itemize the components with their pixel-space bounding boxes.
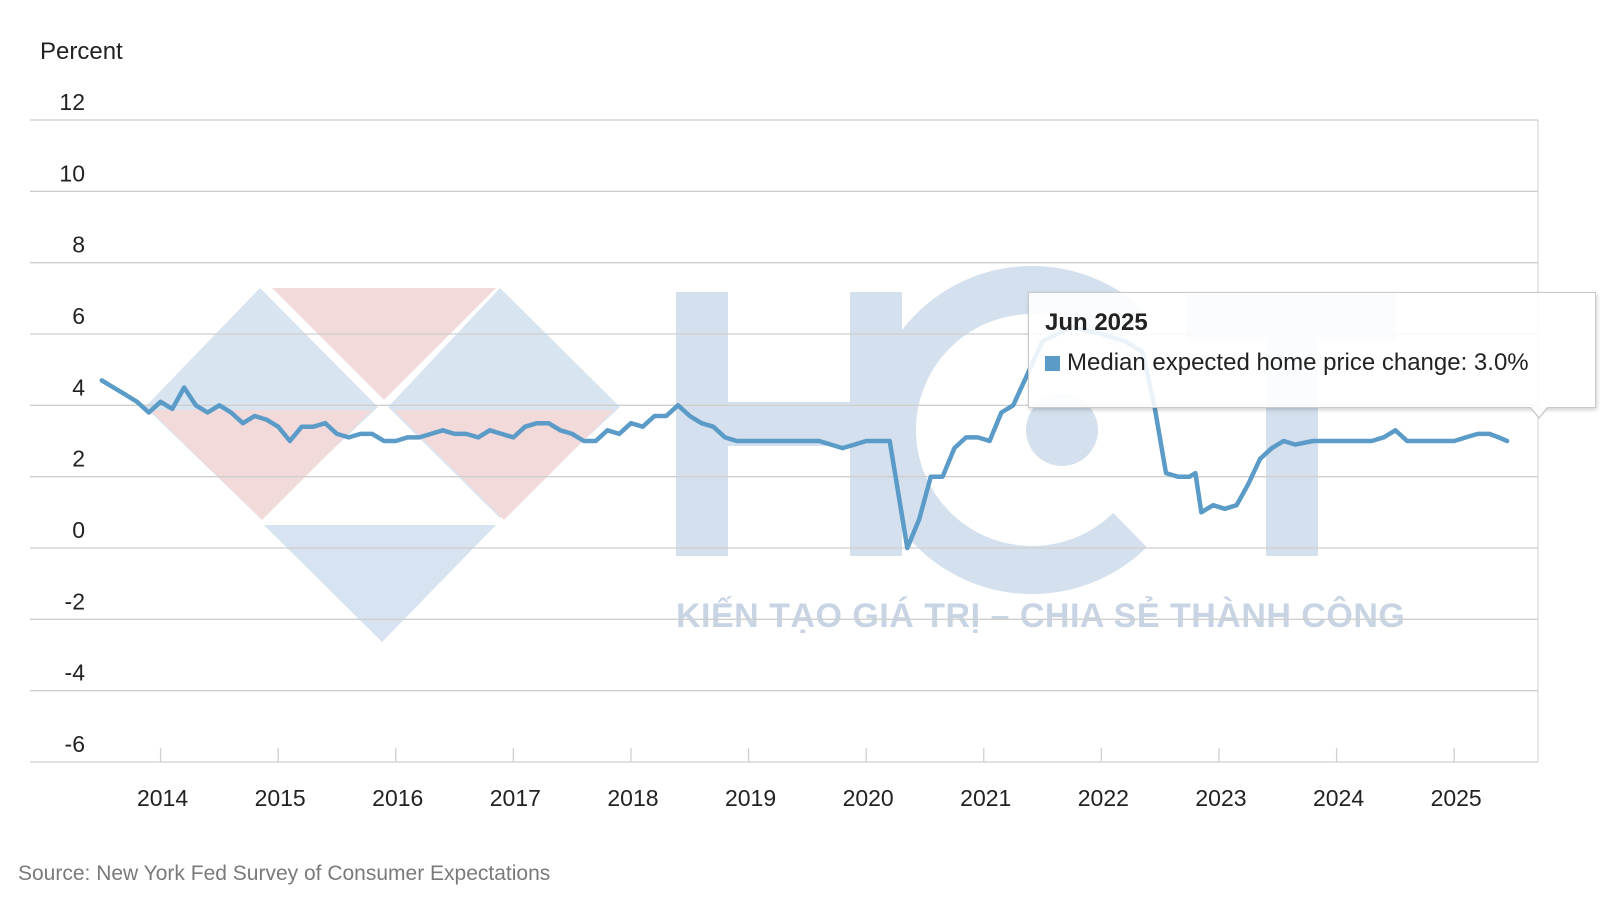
x-tick-label: 2018 xyxy=(607,785,658,811)
series-line-home-price-change[interactable] xyxy=(99,324,1510,551)
y-tick-label: 2 xyxy=(72,446,85,472)
y-tick-label: 4 xyxy=(72,374,85,400)
source-note: Source: New York Fed Survey of Consumer … xyxy=(18,862,551,885)
tooltip-pointer-fill xyxy=(1530,406,1548,417)
tooltip-row: Median expected home price change: 3.0% xyxy=(1045,349,1529,377)
y-axis-ticks: 12 10 8 6 4 2 0 -2 -4 -6 xyxy=(59,89,85,757)
series-group xyxy=(99,324,1510,551)
tooltip-series-swatch xyxy=(1045,356,1060,371)
y-tick-label: 12 xyxy=(59,89,85,115)
x-tick-label: 2020 xyxy=(843,785,894,811)
y-axis-label: Percent xyxy=(40,38,123,65)
y-tick-label: -6 xyxy=(65,731,85,757)
x-tick-label: 2023 xyxy=(1195,785,1246,811)
hct-watermark-logo: KIẾN TẠO GIÁ TRỊ – CHIA SẺ THÀNH CÔNG xyxy=(145,266,1405,642)
x-tick-label: 2022 xyxy=(1078,785,1129,811)
watermark-h-bar xyxy=(676,402,902,446)
tooltip-label: Median expected home price change: 3.0% xyxy=(1067,349,1529,376)
x-tick-label: 2025 xyxy=(1431,785,1482,811)
watermark-c xyxy=(868,266,1147,594)
data-tooltip: Jun 2025 Median expected home price chan… xyxy=(1028,292,1596,419)
x-tick-label: 2016 xyxy=(372,785,423,811)
tooltip-title: Jun 2025 xyxy=(1045,309,1148,336)
y-gridlines xyxy=(30,119,1538,763)
y-tick-label: 6 xyxy=(72,303,85,329)
watermark-triangle-mid-right xyxy=(394,410,614,520)
x-tick-label: 2014 xyxy=(137,785,188,811)
y-tick-label: -2 xyxy=(65,588,85,614)
watermark-tagline: KIẾN TẠO GIÁ TRỊ – CHIA SẺ THÀNH CÔNG xyxy=(676,596,1405,635)
x-tick-label: 2021 xyxy=(960,785,1011,811)
x-axis-ticks: 2014 2015 2016 2017 2018 2019 2020 2021 2022 2023… xyxy=(137,748,1482,811)
y-tick-label: 0 xyxy=(72,517,85,543)
watermark-triangle-mid-left xyxy=(150,410,372,520)
watermark-triangle-top xyxy=(272,288,496,400)
x-tick-label: 2024 xyxy=(1313,785,1364,811)
x-tick-label: 2017 xyxy=(490,785,541,811)
watermark-c-dot xyxy=(1026,394,1098,466)
y-tick-label: 10 xyxy=(59,160,85,186)
y-tick-label: 8 xyxy=(72,232,85,258)
x-tick-label: 2015 xyxy=(255,785,306,811)
y-tick-label: -4 xyxy=(65,660,86,686)
x-tick-label: 2019 xyxy=(725,785,776,811)
watermark-triangle-bottom xyxy=(264,525,496,642)
